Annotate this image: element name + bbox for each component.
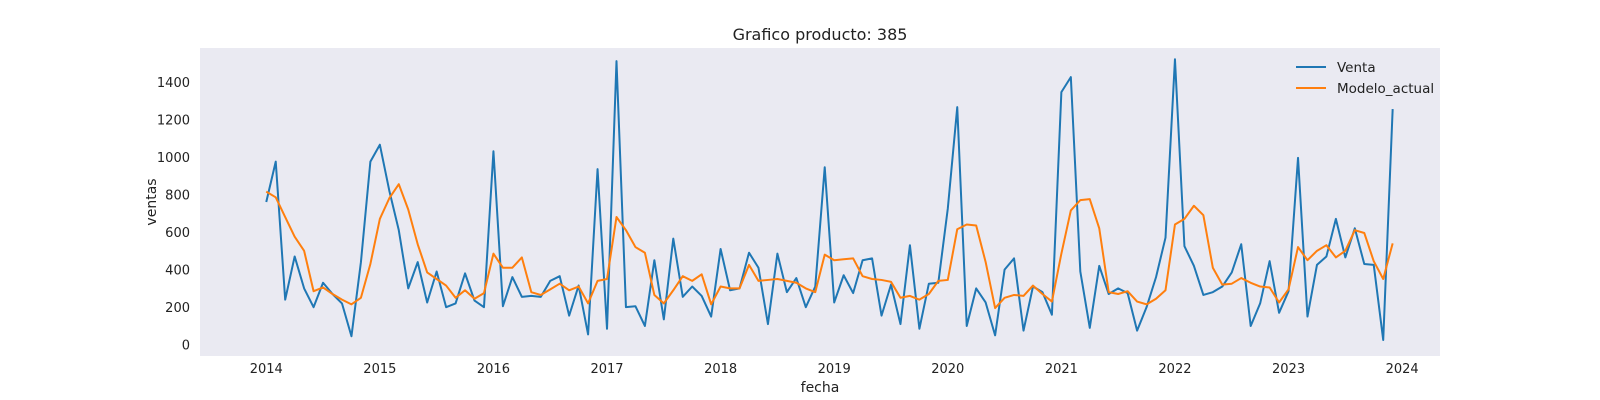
y-axis: 0 200 400 600 800 1000 1200 1400 xyxy=(157,76,190,354)
chart-title: Grafico producto: 385 xyxy=(733,25,908,44)
y-axis-label: ventas xyxy=(144,178,160,225)
x-tick-label: 2020 xyxy=(931,362,964,377)
x-tick-label: 2023 xyxy=(1272,362,1305,377)
y-tick-label: 400 xyxy=(165,264,190,279)
x-axis-label: fecha xyxy=(801,380,840,396)
legend-label-modelo-actual: Modelo_actual xyxy=(1337,81,1434,97)
y-tick-label: 1200 xyxy=(157,113,190,128)
series-line-modelo-actual xyxy=(265,183,1394,310)
legend-label-venta: Venta xyxy=(1337,60,1376,76)
x-axis: 2014 2015 2016 2017 2018 2019 2020 2021 2022 2023… xyxy=(250,362,1419,377)
x-tick-label: 2017 xyxy=(590,362,623,377)
y-tick-label: 1000 xyxy=(157,151,190,166)
y-tick-label: 800 xyxy=(165,188,190,203)
legend: Venta Modelo_actual xyxy=(1296,60,1434,97)
x-tick-label: 2019 xyxy=(818,362,851,377)
y-tick-label: 600 xyxy=(165,226,190,241)
series-line-venta xyxy=(265,58,1394,342)
x-tick-label: 2016 xyxy=(477,362,510,377)
x-tick-label: 2021 xyxy=(1045,362,1078,377)
x-tick-label: 2022 xyxy=(1158,362,1191,377)
y-tick-label: 1400 xyxy=(157,76,190,91)
x-tick-label: 2018 xyxy=(704,362,737,377)
x-tick-label: 2014 xyxy=(250,362,283,377)
x-tick-label: 2024 xyxy=(1386,362,1419,377)
y-tick-label: 0 xyxy=(182,339,190,354)
plot-area xyxy=(200,48,1440,356)
y-tick-label: 200 xyxy=(165,301,190,316)
x-tick-label: 2015 xyxy=(363,362,396,377)
series-layer xyxy=(265,58,1394,342)
